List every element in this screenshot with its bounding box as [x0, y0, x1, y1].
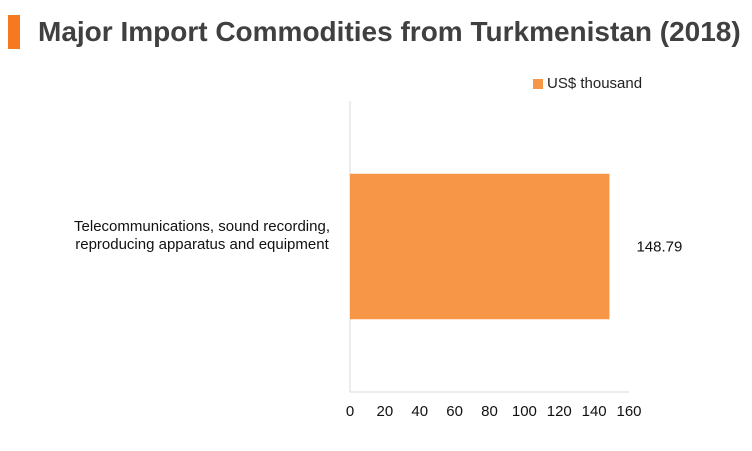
- category-label: Telecommunications, sound recording, rep…: [74, 218, 330, 253]
- data-label: 148.79: [636, 239, 682, 256]
- x-tick-label: 40: [411, 403, 428, 420]
- bar: [350, 173, 610, 320]
- x-tick-label: 60: [446, 403, 463, 420]
- x-tick-label: 120: [547, 403, 572, 420]
- legend: US$ thousand: [533, 75, 642, 92]
- x-tick-label: 160: [616, 403, 641, 420]
- x-tick-label: 80: [481, 403, 498, 420]
- x-tick-label: 100: [512, 403, 537, 420]
- x-tick-label: 20: [377, 403, 394, 420]
- x-tick-label: 0: [346, 403, 354, 420]
- chart-title: Major Import Commodities from Turkmenist…: [38, 16, 741, 47]
- legend-label: US$ thousand: [547, 75, 643, 92]
- legend-swatch: [533, 78, 543, 89]
- x-tick-label: 140: [582, 403, 607, 420]
- title-accent-bar: [8, 15, 20, 49]
